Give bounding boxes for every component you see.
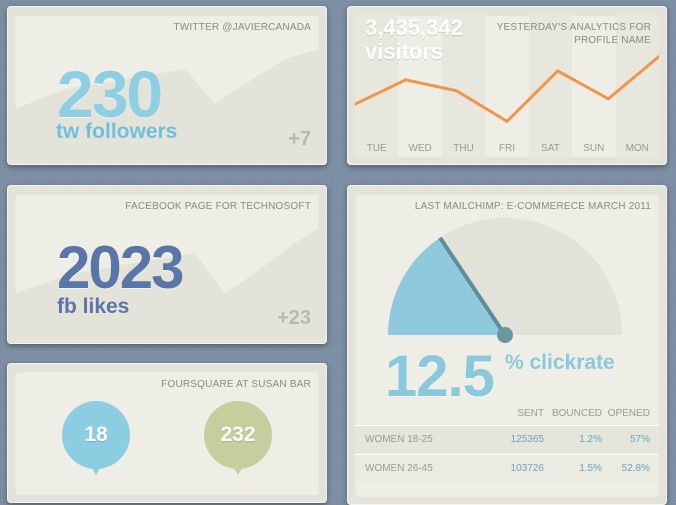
visitor-count: 3,435,342 visitors [365, 16, 463, 64]
analytics-card-panel: 3,435,342 visitors YESTERDAY'S ANALYTICS… [355, 14, 659, 157]
mailchimp-table-header: SENT BOUNCED OPENED [355, 408, 659, 422]
clickrate-value: 12.5 [385, 344, 495, 409]
facebook-caption: FACEBOOK PAGE FOR TECHNOSOFT [125, 201, 311, 212]
facebook-like-label: fb likes [57, 295, 130, 318]
row-bounced: 1.5% [579, 463, 602, 474]
analytics-caption-line2: PROFILE NAME [574, 35, 651, 46]
twitter-card-panel: TWITTER @JAVIERCANADA 230 tw followers +… [15, 14, 319, 157]
background-mountain-graphic [15, 49, 319, 157]
visitors-data-point [355, 102, 357, 106]
day-axis: TUE WED THU FRI SAT SUN MON [355, 143, 659, 154]
twitter-delta: +7 [288, 128, 311, 150]
map-pin-badge: 232 [204, 401, 272, 475]
analytics-caption: YESTERDAY'S ANALYTICS FOR PROFILE NAME [497, 21, 651, 47]
table-row: WOMEN 26-45 103726 1.5% 52.8% [355, 454, 659, 482]
facebook-likes-card: FACEBOOK PAGE FOR TECHNOSOFT 2023 fb lik… [7, 185, 327, 344]
visitors-data-point [606, 97, 610, 101]
row-segment: WOMEN 18-25 [365, 434, 433, 445]
row-sent: 125365 [510, 434, 544, 445]
visitors-series-line [355, 55, 659, 123]
row-segment: WOMEN 26-45 [365, 463, 433, 474]
visitor-count-label: visitors [365, 39, 444, 64]
row-bounced: 1.2% [579, 434, 602, 445]
gauge-hub [497, 327, 513, 343]
facebook-delta: +23 [277, 307, 311, 329]
row-opened: 57% [629, 434, 650, 445]
day-tick-label: TUE [366, 143, 387, 154]
day-tick-label: FRI [498, 143, 516, 154]
chart-column-bands [355, 14, 659, 157]
clickrate-gauge [388, 218, 622, 343]
visitors-data-point [657, 55, 659, 58]
visitors-line-chart [355, 55, 659, 123]
background-mountain-graphic [15, 228, 319, 336]
map-pin-badge: 18 [62, 401, 130, 475]
day-tick-label: THU [453, 143, 474, 154]
analytics-visitors-card: 3,435,342 visitors YESTERDAY'S ANALYTICS… [347, 6, 667, 165]
mailchimp-campaign-card: LAST MAILCHIMP: E-COMMERECE MARCH 2011 1… [347, 185, 667, 505]
clickrate-label: % clickrate [505, 351, 615, 374]
foursquare-card: FOURSQUARE AT SUSAN BAR 18 232 [7, 363, 327, 503]
day-tick-label: WED [408, 143, 432, 154]
visitors-data-point [556, 69, 560, 73]
twitter-follower-count: 230 [57, 57, 163, 131]
twitter-followers-card: TWITTER @JAVIERCANADA 230 tw followers +… [7, 6, 327, 165]
mailchimp-card-panel: LAST MAILCHIMP: E-COMMERECE MARCH 2011 1… [355, 193, 659, 497]
visitors-data-point [404, 78, 408, 82]
mailchimp-caption: LAST MAILCHIMP: E-COMMERECE MARCH 2011 [414, 201, 651, 212]
column-header-opened: OPENED [607, 408, 650, 419]
column-header-sent: SENT [517, 408, 544, 419]
gauge-needle [438, 236, 507, 337]
facebook-card-panel: FACEBOOK PAGE FOR TECHNOSOFT 2023 fb lik… [15, 193, 319, 336]
visitors-data-point [505, 119, 509, 123]
visitors-data-point [454, 89, 458, 93]
day-tick-label: SAT [541, 143, 560, 154]
column-header-bounced: BOUNCED [551, 408, 602, 419]
day-tick-label: SUN [583, 143, 605, 154]
foursquare-caption: FOURSQUARE AT SUSAN BAR [161, 379, 311, 390]
day-tick-label: MON [625, 143, 649, 154]
gauge-fill [388, 237, 505, 335]
visitor-count-number: 3,435,342 [365, 15, 463, 40]
facebook-like-count: 2023 [57, 234, 184, 301]
twitter-caption: TWITTER @JAVIERCANADA [173, 22, 311, 33]
twitter-follower-label: tw followers [56, 120, 178, 143]
row-opened: 52.8% [621, 463, 650, 474]
table-row: WOMEN 18-25 125365 1.2% 57% [355, 425, 659, 453]
foursquare-card-panel: FOURSQUARE AT SUSAN BAR 18 232 [15, 371, 319, 495]
row-sent: 103726 [510, 463, 544, 474]
analytics-caption-line1: YESTERDAY'S ANALYTICS FOR [496, 22, 651, 33]
